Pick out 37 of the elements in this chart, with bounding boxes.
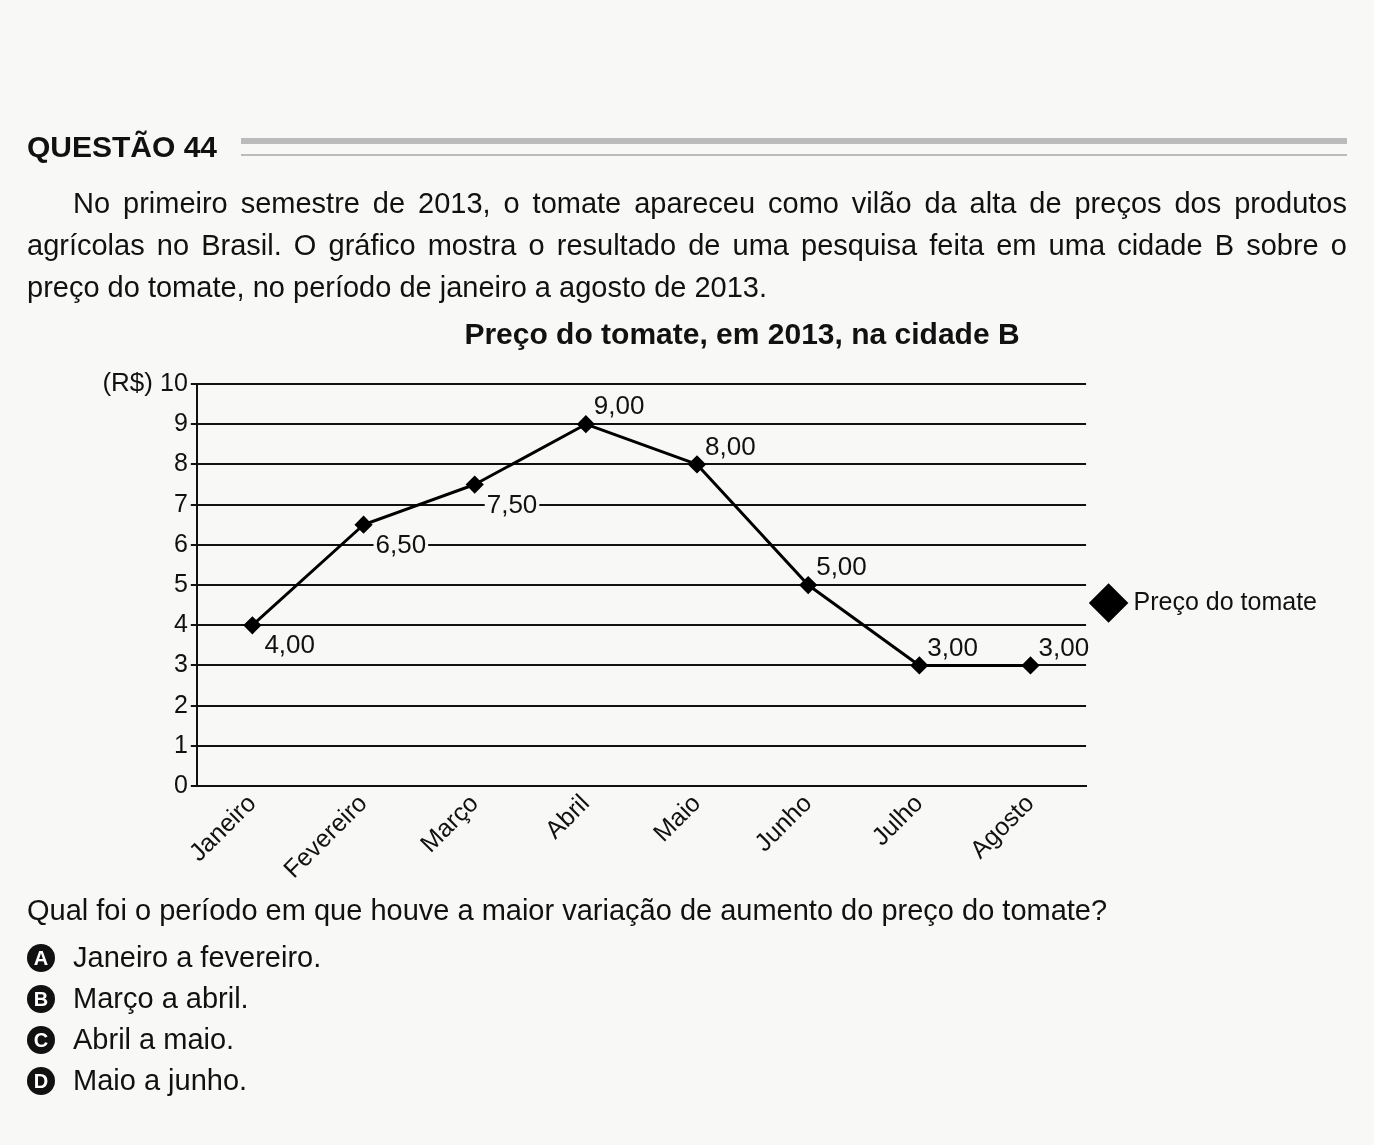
point xyxy=(243,616,261,634)
data-label: 9,00 xyxy=(593,390,645,421)
point xyxy=(910,656,928,674)
data-label: 8,00 xyxy=(705,430,756,461)
y-tick-label: 0 xyxy=(173,770,188,799)
data-label: 7,50 xyxy=(486,488,538,519)
point xyxy=(577,415,595,433)
point xyxy=(355,516,373,534)
chart-title: Preço do tomate, em 2013, na cidade B xyxy=(464,317,1020,351)
text: A Janeiro a fevereiro. xyxy=(33,941,322,973)
y-tick-label: 3 xyxy=(173,649,188,678)
y-tick-label: 10 xyxy=(160,367,188,396)
point xyxy=(688,455,706,473)
y-tick-label: 1 xyxy=(173,729,188,758)
y-tick-label: 6 xyxy=(173,528,188,557)
text: QUESTÃO 44 xyxy=(27,130,218,164)
point xyxy=(799,576,817,594)
data-label: 3,00 xyxy=(1038,631,1090,662)
point xyxy=(466,476,484,494)
y-tick-label: 8 xyxy=(173,448,188,477)
y-tick-label: 9 xyxy=(173,408,188,437)
text: D Maio a junho. xyxy=(33,1064,248,1096)
data-label: 4,00 xyxy=(264,629,315,660)
data-label: 5,00 xyxy=(816,551,867,582)
legend-label: Preço do tomate xyxy=(1133,586,1317,615)
data-label: 3,00 xyxy=(927,631,978,662)
y-axis-title: (R$) xyxy=(102,367,153,398)
y-tick-label: 5 xyxy=(173,568,188,597)
text: No primeiro semestre de 2013, o tomate apareceu como vilão da alta de preços dos produtos agrícolas no Brasil. O gráfico mostra o resultado de uma pesquisa feita em uma cidade B sobre o preço do tomate, no período de janeiro a agosto de 2013. xyxy=(27,186,1347,305)
text: C Abril a maio. xyxy=(33,1023,235,1055)
y-tick-label: 7 xyxy=(173,488,188,517)
data-label: 6,50 xyxy=(375,528,427,559)
y-tick-label: 2 xyxy=(173,689,188,718)
text: B Março a abril. xyxy=(33,982,249,1014)
y-tick-label: 4 xyxy=(173,609,188,638)
text: Qual foi o período em que houve a maior variação de aumento do preço do tomate? xyxy=(27,894,1109,927)
point xyxy=(1021,656,1039,674)
